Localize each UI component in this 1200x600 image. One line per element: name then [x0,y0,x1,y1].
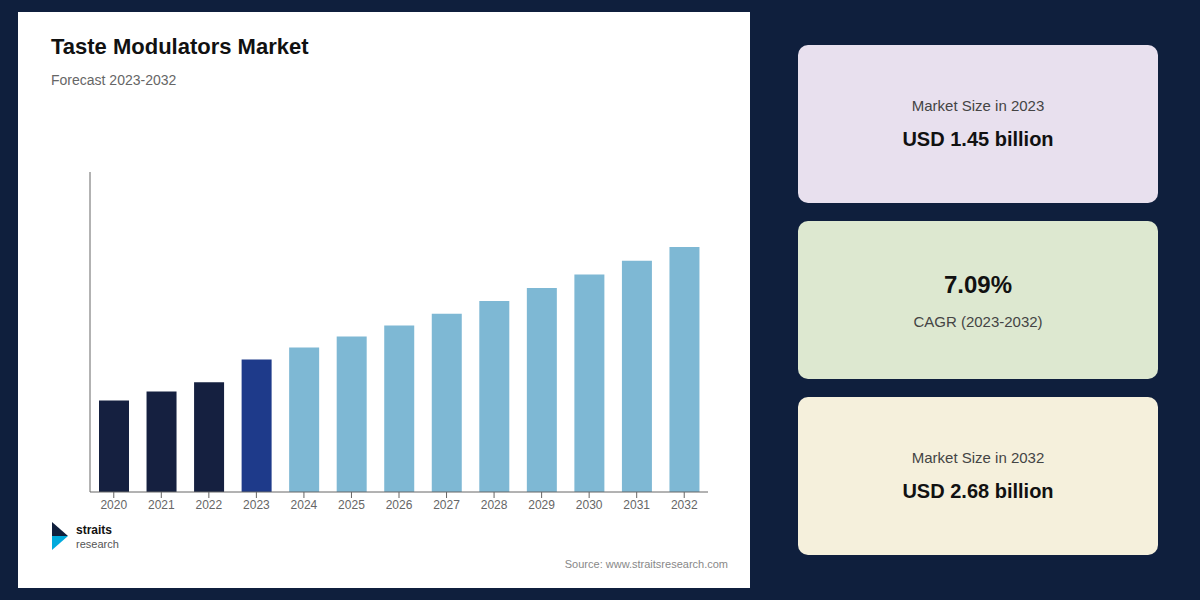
html-text:Taste Modulators Market: Taste Modulators Market [51,34,309,59]
svg-text:2023: 2023 [243,498,270,512]
svg-text:2022: 2022 [195,498,222,512]
svg-text:2021: 2021 [148,498,175,512]
svg-text:2032: 2032 [671,498,698,512]
html-text:7.09%: 7.09% [944,270,1012,298]
svg-text:2027: 2027 [433,498,460,512]
svg-text:2030: 2030 [576,498,603,512]
html-text:CAGR (2023-2032): CAGR (2023-2032) [913,312,1043,330]
html-text:Market Size in 2023: Market Size in 2023 [911,97,1045,114]
svg-text:2028: 2028 [481,498,508,512]
svg-text:2020: 2020 [100,498,127,512]
html-text:Forecast 2023-2032: Forecast 2023-2032 [51,72,177,88]
svg-text:2026: 2026 [386,498,413,512]
html-text:USD 1.45 billion: USD 1.45 billion [902,128,1054,150]
svg-text:2029: 2029 [528,498,555,512]
html-text:Market Size in 2032: Market Size in 2032 [911,449,1045,466]
html-text:Source: www.straitsresearch.co: Source: www.straitsresearch.com [564,558,728,570]
svg-text:2024: 2024 [291,498,318,512]
svg-text:2025: 2025 [338,498,365,512]
html-text:straits: straits [76,523,112,538]
html-text:research: research [76,537,119,550]
svg-text:2031: 2031 [623,498,650,512]
html-text:USD 2.68 billion: USD 2.68 billion [902,480,1054,502]
